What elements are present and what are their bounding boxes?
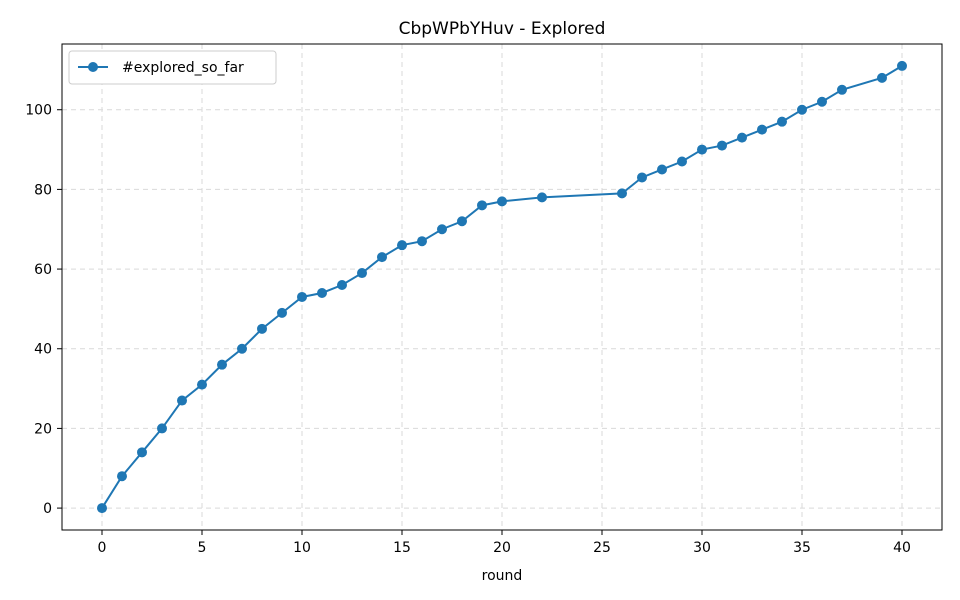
data-point [297,291,307,302]
data-point [337,280,347,291]
data-point [197,379,207,390]
data-point [177,395,187,406]
grid [62,44,942,530]
x-tick-label: 25 [593,540,611,556]
y-tick-label: 100 [25,103,52,119]
x-axis-label: round [482,568,523,584]
x-tick-label: 30 [693,540,711,556]
y-tick-label: 20 [34,421,52,437]
data-point [377,252,387,263]
data-point [817,96,827,107]
data-point [237,343,247,354]
data-point [477,200,487,211]
data-point [317,287,327,298]
data-point [217,359,227,370]
data-point [397,240,407,251]
legend-label: #explored_so_far [122,60,244,76]
x-tick-label: 40 [893,540,911,556]
data-point [897,60,907,71]
data-point [437,224,447,235]
data-point [877,72,887,83]
data-point [617,188,627,199]
y-tick-label: 40 [34,342,52,358]
data-point [637,172,647,183]
data-point [717,140,727,151]
data-point [757,124,767,135]
data-point [497,196,507,207]
data-point [837,84,847,95]
data-point [137,447,147,458]
x-tick-label: 5 [198,540,207,556]
chart-title: CbpWPbYHuv - Explored [399,19,606,39]
data-point [417,236,427,247]
data-point [97,503,107,514]
data-point [777,116,787,127]
data-point [457,216,467,227]
axes: 0 5 10 15 20 25 30 35 40 0 20 40 60 80 100 [25,103,911,556]
data-point [797,104,807,115]
x-tick-label: 35 [793,540,811,556]
legend: #explored_so_far [68,50,277,85]
data-point [257,323,267,334]
y-tick-label: 60 [34,262,52,278]
data-point [117,471,127,482]
data-point [657,164,667,175]
series-layer [97,60,907,514]
x-tick-label: 10 [293,540,311,556]
data-point [277,307,287,318]
x-tick-label: 0 [98,540,107,556]
data-point [357,268,367,279]
x-tick-label: 15 [393,540,411,556]
legend-box [68,50,277,85]
legend-marker-swatch [88,62,98,72]
data-point [157,423,167,434]
data-point [737,132,747,143]
y-tick-label: 0 [43,501,52,517]
data-point [697,144,707,155]
x-tick-label: 20 [493,540,511,556]
data-point [677,156,687,167]
data-point [537,192,547,203]
y-tick-label: 80 [34,182,52,198]
